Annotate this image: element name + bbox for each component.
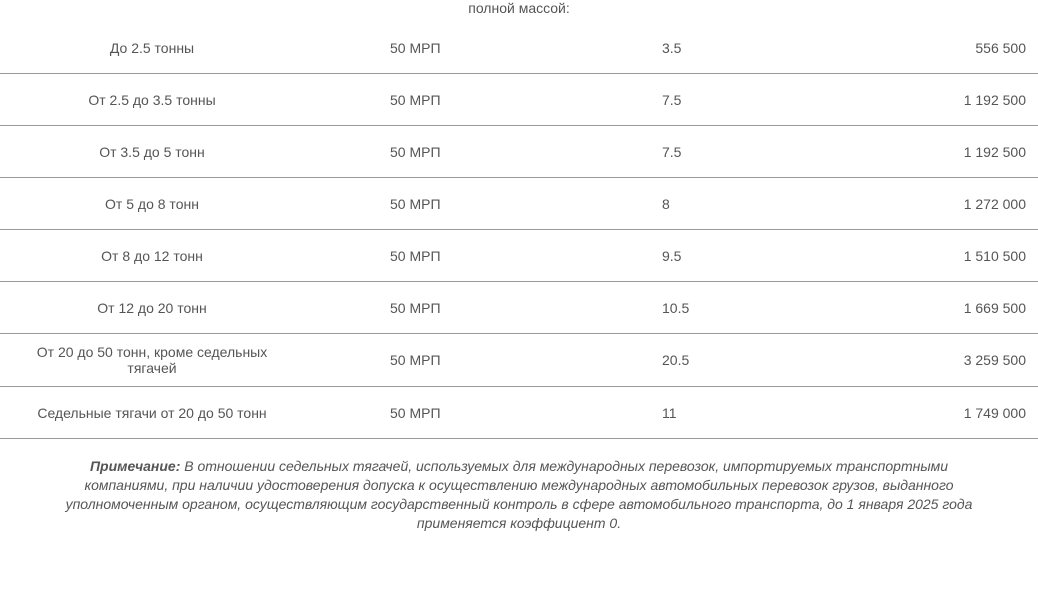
category-text: От 12 до 20 тонн [97, 300, 206, 316]
cell-base: 50 МРП [292, 300, 522, 316]
cell-amount: 3 259 500 [802, 352, 1026, 368]
category-text: От 2.5 до 3.5 тонны [88, 92, 215, 108]
table-row: От 3.5 до 5 тонн 50 МРП 7.5 1 192 500 [0, 126, 1038, 178]
amount-text: 3 259 500 [964, 352, 1026, 368]
cell-amount: 1 669 500 [802, 300, 1026, 316]
footnote-label: Примечание: [90, 458, 180, 474]
cell-base: 50 МРП [292, 248, 522, 264]
cell-amount: 1 749 000 [802, 405, 1026, 421]
table-row: От 8 до 12 тонн 50 МРП 9.5 1 510 500 [0, 230, 1038, 282]
cell-coef: 11 [522, 405, 802, 421]
cell-base: 50 МРП [292, 40, 522, 56]
amount-text: 1 669 500 [964, 300, 1026, 316]
table-row: От 20 до 50 тонн, кроме седельных тягаче… [0, 334, 1038, 387]
cell-category: От 2.5 до 3.5 тонны [12, 92, 292, 108]
table-row: До 2.5 тонны 50 МРП 3.5 556 500 [0, 22, 1038, 74]
coef-text: 3.5 [662, 40, 681, 56]
amount-text: 1 272 000 [964, 196, 1026, 212]
amount-text: 1 749 000 [964, 405, 1026, 421]
cell-amount: 1 272 000 [802, 196, 1026, 212]
cell-category: От 20 до 50 тонн, кроме седельных тягаче… [12, 344, 292, 376]
table-row: От 2.5 до 3.5 тонны 50 МРП 7.5 1 192 500 [0, 74, 1038, 126]
footnote: Примечание: В отношении седельных тягаче… [0, 439, 1038, 551]
coef-text: 11 [662, 405, 677, 421]
cell-coef: 20.5 [522, 352, 802, 368]
category-text: Седельные тягачи от 20 до 50 тонн [37, 405, 266, 421]
cell-amount: 1 510 500 [802, 248, 1026, 264]
cell-base: 50 МРП [292, 352, 522, 368]
cell-base: 50 МРП [292, 196, 522, 212]
cell-coef: 10.5 [522, 300, 802, 316]
cell-coef: 9.5 [522, 248, 802, 264]
cell-category: Седельные тягачи от 20 до 50 тонн [12, 405, 292, 421]
table-header-row: полной массой: [0, 0, 1038, 22]
cell-amount: 1 192 500 [802, 144, 1026, 160]
amount-text: 1 510 500 [964, 248, 1026, 264]
coef-text: 7.5 [662, 92, 681, 108]
coef-text: 7.5 [662, 144, 681, 160]
coef-text: 9.5 [662, 248, 681, 264]
cell-base: 50 МРП [292, 144, 522, 160]
cell-coef: 7.5 [522, 144, 802, 160]
cell-coef: 8 [522, 196, 802, 212]
base-text: 50 МРП [390, 248, 441, 264]
base-text: 50 МРП [390, 92, 441, 108]
coef-text: 20.5 [662, 352, 689, 368]
category-text: От 20 до 50 тонн, кроме седельных тягаче… [24, 344, 280, 376]
cell-base: 50 МРП [292, 92, 522, 108]
cell-category: От 12 до 20 тонн [12, 300, 292, 316]
coef-text: 8 [662, 196, 670, 212]
category-text: От 8 до 12 тонн [101, 248, 203, 264]
base-text: 50 МРП [390, 300, 441, 316]
table-row: Седельные тягачи от 20 до 50 тонн 50 МРП… [0, 387, 1038, 439]
cell-coef: 3.5 [522, 40, 802, 56]
base-text: 50 МРП [390, 352, 441, 368]
base-text: 50 МРП [390, 405, 441, 421]
cell-category: От 8 до 12 тонн [12, 248, 292, 264]
cell-amount: 556 500 [802, 40, 1026, 56]
cell-coef: 7.5 [522, 92, 802, 108]
category-text: До 2.5 тонны [110, 40, 194, 56]
table-row: От 5 до 8 тонн 50 МРП 8 1 272 000 [0, 178, 1038, 230]
table-row: От 12 до 20 тонн 50 МРП 10.5 1 669 500 [0, 282, 1038, 334]
coef-text: 10.5 [662, 300, 689, 316]
base-text: 50 МРП [390, 144, 441, 160]
cell-category: От 5 до 8 тонн [12, 196, 292, 212]
cell-category: До 2.5 тонны [12, 40, 292, 56]
category-text: От 3.5 до 5 тонн [99, 144, 205, 160]
amount-text: 556 500 [975, 40, 1026, 56]
base-text: 50 МРП [390, 40, 441, 56]
amount-text: 1 192 500 [964, 144, 1026, 160]
cell-category: От 3.5 до 5 тонн [12, 144, 292, 160]
amount-text: 1 192 500 [964, 92, 1026, 108]
category-text: От 5 до 8 тонн [105, 196, 199, 212]
cell-base: 50 МРП [292, 405, 522, 421]
weight-fee-table: полной массой: До 2.5 тонны 50 МРП 3.5 5… [0, 0, 1038, 551]
table-header-text: полной массой: [468, 0, 570, 16]
footnote-text: В отношении седельных тягачей, используе… [66, 458, 973, 531]
cell-amount: 1 192 500 [802, 92, 1026, 108]
base-text: 50 МРП [390, 196, 441, 212]
